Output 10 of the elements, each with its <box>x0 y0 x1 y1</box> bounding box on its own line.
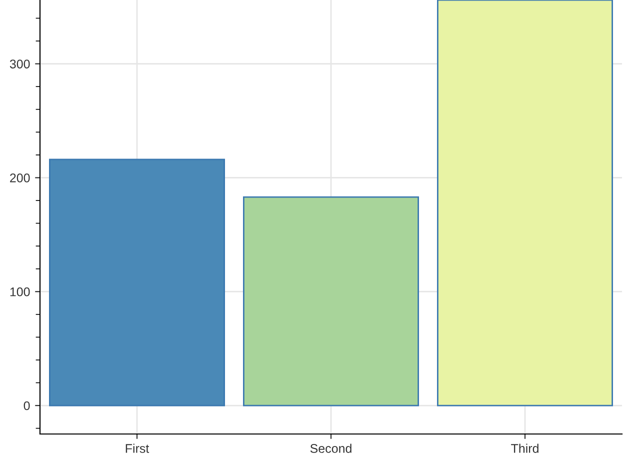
bar <box>437 0 613 406</box>
y-tick-label: 0 <box>24 401 30 410</box>
x-tick-label: First <box>126 444 150 453</box>
y-tick-label: 300 <box>10 60 30 68</box>
y-tick-label: 200 <box>10 174 30 182</box>
bar <box>243 196 419 406</box>
bar <box>49 158 225 406</box>
x-tick-label: Second <box>310 444 352 453</box>
x-tick-label: Third <box>511 444 538 453</box>
y-tick-label: 100 <box>10 287 30 296</box>
